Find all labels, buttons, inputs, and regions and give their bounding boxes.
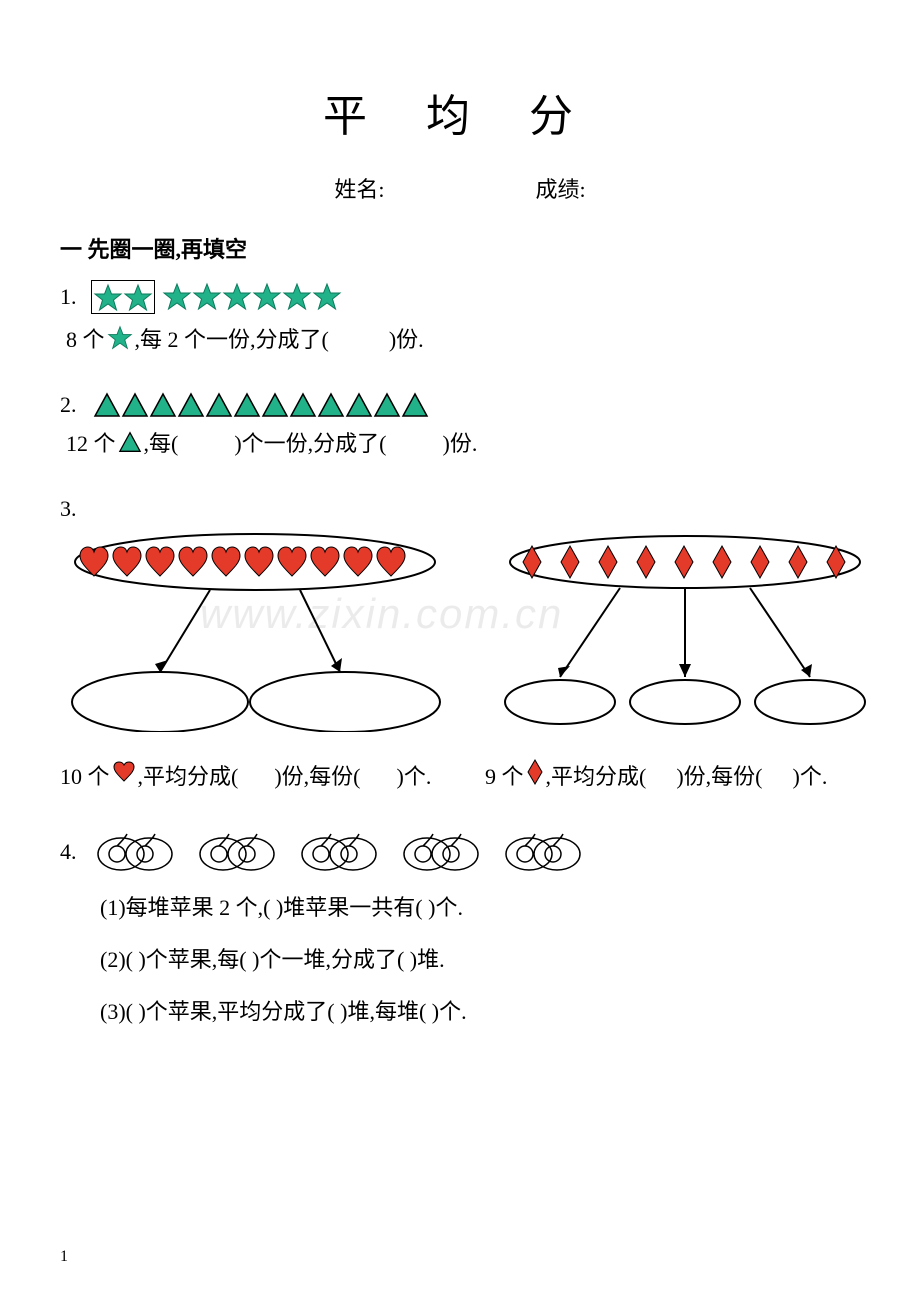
triangle-icon [177,392,205,418]
triangle-icon [205,392,233,418]
star-icon [162,282,192,312]
q3l-d: )个. [397,759,432,791]
triangle-icon [373,392,401,418]
q2-text: 12 个 ,每( )个一份,分成了( )份. [66,426,860,458]
q2-row: 2. [60,392,860,418]
triangle-icon [121,392,149,418]
q4-sub3: (3)( )个苹果,平均分成了( )堆,每堆( )个. [100,994,860,1026]
q1-row: 1. [60,280,860,314]
apple-group [403,832,479,872]
star-icon [252,282,282,312]
triangle-icon [289,392,317,418]
grade-label: 成绩: [536,172,586,204]
triangle-icon [261,392,289,418]
triangle-icon [118,431,142,453]
heart-icon [112,760,136,790]
q4-sublist: (1)每堆苹果 2 个,( )堆苹果一共有( )个. (2)( )个苹果,每( … [100,890,860,1026]
star-icon [222,282,252,312]
name-grade-row: 姓名: 成绩: [60,172,860,204]
q1-text-b: ,每 2 个一份,分成了( [135,322,329,354]
apple-group [301,832,377,872]
q2-text-c: )个一份,分成了( [234,426,386,458]
q3-captions: 10 个 ,平均分成( )份,每份( )个. 9 个 ,平均分成( )份,每份(… [60,758,860,792]
q2-text-b: ,每( [144,426,179,458]
q3r-a: 9 个 [485,759,524,791]
star-icon [282,282,312,312]
q4-sub1: (1)每堆苹果 2 个,( )堆苹果一共有( )个. [100,890,860,922]
q1-text-c: )份. [389,322,424,354]
apple-group [505,832,581,872]
q2-text-a: 12 个 [66,426,116,458]
q3-right-svg [500,532,870,732]
triangle-icon [93,392,121,418]
q3-right-caption: 9 个 ,平均分成( )份,每份( )个. [485,758,860,792]
page-title: 平 均 分 [60,80,860,144]
star-icon [312,282,342,312]
q3l-a: 10 个 [60,759,110,791]
q3-left [60,532,450,732]
triangle-icon [401,392,429,418]
q1-text: 8 个 ,每 2 个一份,分成了( )份. [66,322,860,354]
triangle-icon [149,392,177,418]
q2-triangles [93,392,429,418]
diamond-icon [526,758,544,792]
q4-groups [97,832,581,872]
q1-box [91,280,155,314]
q2-text-d: )份. [443,426,478,458]
q3-left-caption: 10 个 ,平均分成( )份,每份( )个. [60,759,435,791]
q4-number: 4. [60,839,77,865]
q3r-c: )份,每份( [676,759,762,791]
q1-stars [162,282,342,312]
q1-number: 1. [60,284,77,310]
apple-group [97,832,173,872]
q3r-b: ,平均分成( [546,759,647,791]
triangle-icon [233,392,261,418]
triangle-icon [345,392,373,418]
star-icon [123,283,153,313]
star-icon [107,325,133,351]
q3-number: 3. [60,496,860,522]
q1-text-a: 8 个 [66,322,105,354]
q3-diagrams [60,532,860,732]
q3r-d: )个. [793,759,828,791]
q3l-b: ,平均分成( [138,759,239,791]
q3-right [500,532,870,732]
q4-row: 4. [60,832,860,872]
q2-number: 2. [60,392,77,418]
q3l-c: )份,每份( [274,759,360,791]
star-icon [192,282,222,312]
q3-left-svg [60,532,450,732]
name-label: 姓名: [334,172,384,204]
page-number: 1 [60,1248,68,1266]
q4-sub2: (2)( )个苹果,每( )个一堆,分成了( )堆. [100,942,860,974]
triangle-icon [317,392,345,418]
star-icon [93,283,123,313]
section-heading: 一 先圈一圈,再填空 [60,232,860,264]
apple-group [199,832,275,872]
